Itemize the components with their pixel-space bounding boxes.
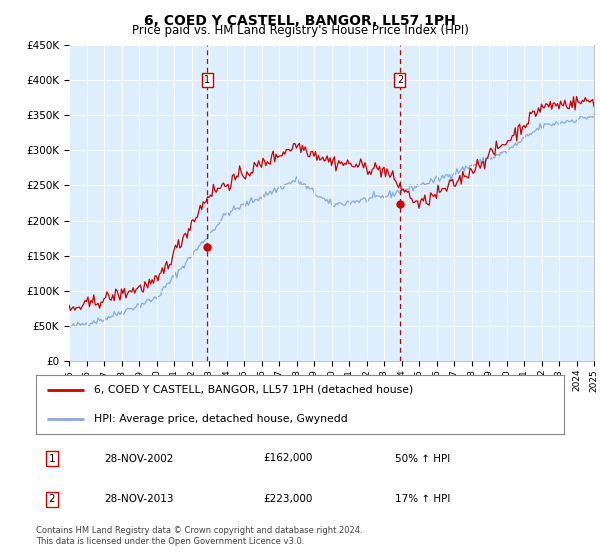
Text: Price paid vs. HM Land Registry's House Price Index (HPI): Price paid vs. HM Land Registry's House … [131, 24, 469, 37]
Text: 17% ↑ HPI: 17% ↑ HPI [395, 494, 451, 505]
Text: 1: 1 [205, 75, 211, 85]
Text: HPI: Average price, detached house, Gwynedd: HPI: Average price, detached house, Gwyn… [94, 414, 348, 424]
Text: £162,000: £162,000 [263, 454, 313, 464]
Text: 50% ↑ HPI: 50% ↑ HPI [395, 454, 450, 464]
Text: 6, COED Y CASTELL, BANGOR, LL57 1PH (detached house): 6, COED Y CASTELL, BANGOR, LL57 1PH (det… [94, 385, 413, 395]
Text: Contains HM Land Registry data © Crown copyright and database right 2024.
This d: Contains HM Land Registry data © Crown c… [36, 526, 362, 546]
Text: 28-NOV-2002: 28-NOV-2002 [104, 454, 174, 464]
Text: 6, COED Y CASTELL, BANGOR, LL57 1PH: 6, COED Y CASTELL, BANGOR, LL57 1PH [144, 14, 456, 28]
Text: 2: 2 [397, 75, 403, 85]
Text: 2: 2 [49, 494, 55, 505]
Text: £223,000: £223,000 [263, 494, 313, 505]
Text: 28-NOV-2013: 28-NOV-2013 [104, 494, 174, 505]
Text: 1: 1 [49, 454, 55, 464]
